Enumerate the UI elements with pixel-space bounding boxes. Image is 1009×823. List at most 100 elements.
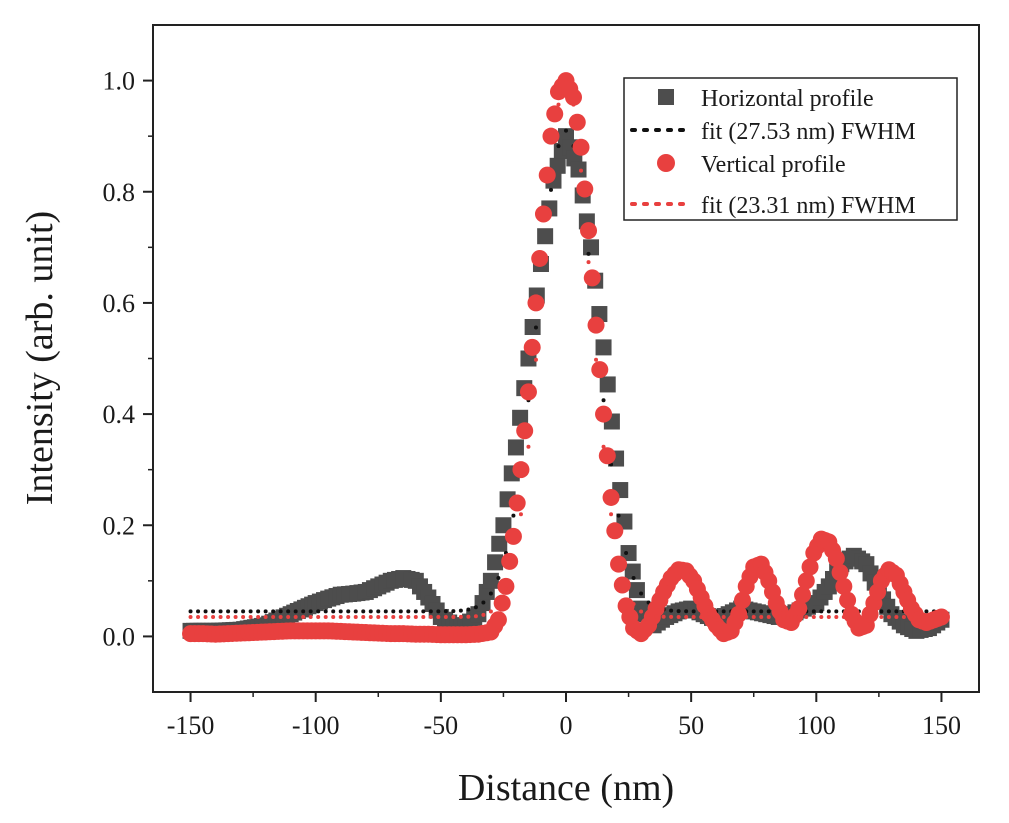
fit-dot: [308, 609, 313, 614]
data-point: [534, 205, 552, 223]
legend-box: [623, 77, 958, 221]
fit-dot: [556, 144, 561, 149]
legend-marker-vertical-profile: [657, 154, 675, 172]
fit-dot: [931, 614, 936, 619]
fit-dot: [579, 168, 584, 173]
fit-dot: [594, 357, 599, 362]
fit-dot: [924, 614, 929, 619]
data-point: [546, 105, 564, 123]
data-point: [537, 228, 554, 245]
fit-dot: [766, 609, 771, 614]
fit-dot: [518, 512, 523, 517]
fit-dot: [466, 614, 471, 619]
y-tick-label: 0.0: [103, 622, 136, 651]
fit-dot: [241, 609, 246, 614]
x-tick-label: -150: [167, 711, 215, 740]
fit-dot: [676, 609, 681, 614]
fit-dot: [383, 614, 388, 619]
data-point: [531, 249, 549, 267]
fit-dot: [871, 614, 876, 619]
y-axis-ticks: 0.0 0.2 0.4 0.6 0.8 1.0: [103, 67, 153, 651]
fit-dot: [886, 609, 891, 614]
fit-dot: [533, 325, 538, 330]
fit-dot: [301, 614, 306, 619]
data-point: [572, 138, 590, 156]
fit-dot: [789, 614, 794, 619]
fit-dot: [624, 586, 629, 591]
fit-dot: [331, 609, 336, 614]
fit-dot: [729, 614, 734, 619]
fit-dot: [323, 614, 328, 619]
fit-dot: [706, 614, 711, 619]
fit-dot: [759, 609, 764, 614]
fit-dot: [939, 614, 944, 619]
data-point: [576, 180, 594, 198]
data-point: [487, 554, 504, 571]
fit-dot: [218, 614, 223, 619]
fit-dot: [218, 609, 223, 614]
fit-dot: [691, 614, 696, 619]
fit-dot: [323, 609, 328, 614]
data-point: [613, 576, 631, 594]
data-point: [839, 591, 857, 609]
fit-dot: [646, 612, 651, 617]
fit-dot: [271, 609, 276, 614]
y-tick-label: 1.0: [103, 67, 136, 96]
y-tick-label: 0.2: [103, 511, 136, 540]
data-point: [519, 383, 537, 401]
fit-dot: [744, 614, 749, 619]
data-point: [491, 535, 508, 552]
fit-dot: [353, 609, 358, 614]
data-point: [595, 405, 613, 423]
fit-dot: [481, 600, 486, 605]
fit-dot: [601, 444, 606, 449]
fit-dot: [286, 609, 291, 614]
fit-dot: [263, 609, 268, 614]
fit-dot: [616, 558, 621, 563]
fit-dot: [488, 591, 493, 596]
x-tick-label: 100: [797, 711, 836, 740]
data-point: [624, 563, 641, 580]
data-point: [733, 591, 751, 609]
fit-dot: [676, 614, 681, 619]
fit-dot: [241, 614, 246, 619]
fit-dot: [601, 398, 606, 403]
fit-dot: [458, 614, 463, 619]
fit-dot: [428, 609, 433, 614]
data-point: [794, 586, 812, 604]
fit-dot: [368, 614, 373, 619]
legend: Horizontal profile fit (27.53 nm) FWHM V…: [623, 77, 958, 221]
fit-dot: [826, 609, 831, 614]
fit-dot: [496, 576, 501, 581]
fit-dot: [473, 614, 478, 619]
legend-label-horizontal-profile: Horizontal profile: [701, 86, 874, 112]
data-point: [610, 555, 628, 573]
data-point: [516, 422, 534, 440]
fit-dot: [338, 609, 343, 614]
fit-dot: [669, 614, 674, 619]
fit-dot: [511, 513, 516, 518]
fit-dot: [278, 614, 283, 619]
fit-dot: [233, 609, 238, 614]
fit-dot: [451, 609, 456, 614]
series-layer: [182, 72, 950, 644]
fit-dot: [436, 614, 441, 619]
fit-dot: [811, 609, 816, 614]
fit-dot: [639, 609, 644, 614]
fit-dot: [654, 614, 659, 619]
fit-dot: [391, 609, 396, 614]
data-point: [523, 338, 541, 356]
fit-dot: [541, 260, 546, 265]
fit-dot: [481, 612, 486, 617]
data-point: [482, 572, 499, 589]
fit-dot: [548, 168, 553, 173]
fit-dot: [263, 614, 268, 619]
fit-dot: [669, 608, 674, 613]
fit-dot: [428, 614, 433, 619]
fit-dot: [616, 513, 621, 518]
legend-marker-horizontal-profile: [658, 89, 674, 105]
fit-dot: [864, 614, 869, 619]
data-point: [801, 558, 819, 576]
fit-dot: [834, 614, 839, 619]
